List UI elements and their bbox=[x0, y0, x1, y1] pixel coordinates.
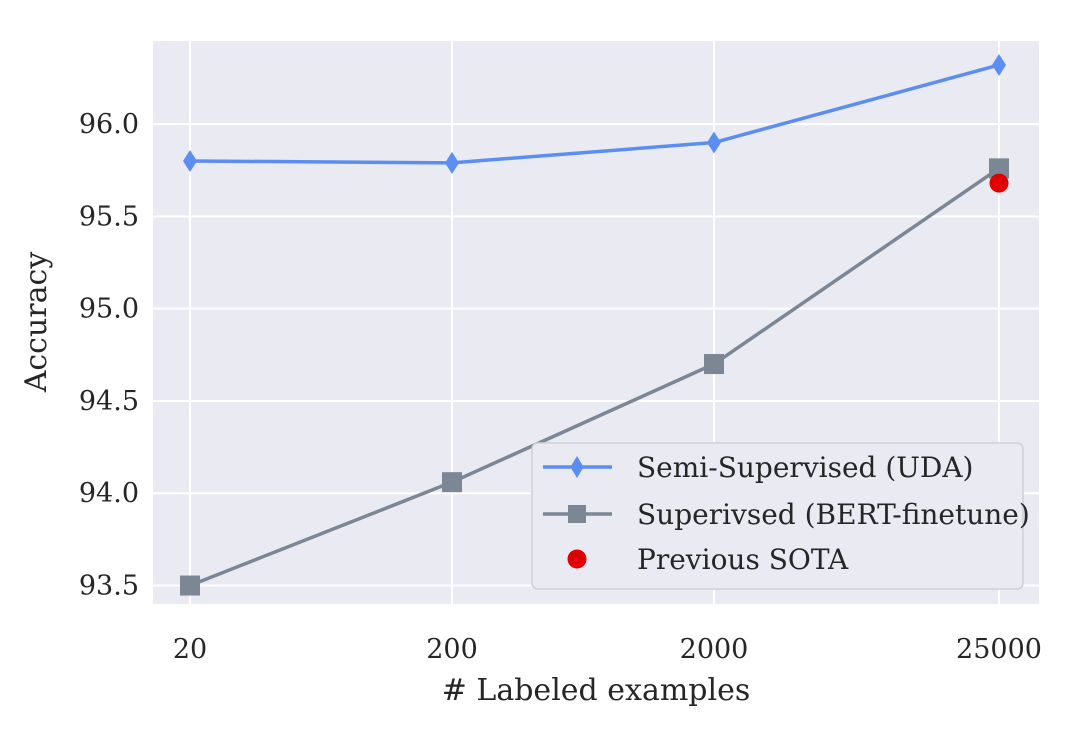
y-axis-label: Accuracy bbox=[19, 252, 54, 394]
x-tick-label: 200 bbox=[426, 634, 478, 665]
legend-entry: Previous SOTA bbox=[567, 543, 849, 576]
data-point bbox=[180, 575, 200, 596]
y-tick-labels: 93.5 94.0 94.5 95.0 95.5 96.0 bbox=[79, 109, 139, 601]
points-layer bbox=[989, 173, 1009, 193]
y-tick-label: 93.5 bbox=[79, 571, 139, 602]
y-tick-label: 94.0 bbox=[79, 478, 139, 509]
legend-label: Previous SOTA bbox=[637, 543, 849, 576]
data-point bbox=[445, 151, 459, 174]
y-tick-label: 96.0 bbox=[79, 109, 139, 140]
series-line bbox=[189, 166, 1000, 588]
legend-label: Superivsed (BERT-finetune) bbox=[637, 498, 1030, 531]
y-tick-label: 94.5 bbox=[79, 386, 139, 417]
legend-entry: Semi-Supervised (UDA) bbox=[543, 451, 973, 484]
data-point bbox=[989, 158, 1009, 179]
x-tick-label: 2000 bbox=[680, 634, 749, 665]
x-tick-label: 20 bbox=[173, 634, 207, 665]
legend-box bbox=[531, 442, 1024, 590]
data-point bbox=[442, 472, 462, 493]
data-point bbox=[992, 53, 1006, 76]
legend: Semi-Supervised (UDA) Superivsed (BERT-fi… bbox=[531, 442, 1030, 590]
y-tick-label: 95.5 bbox=[79, 201, 139, 232]
series-supervised bbox=[180, 158, 1009, 596]
x-tick-labels: 20 200 2000 25000 bbox=[173, 634, 1042, 665]
y-tick-label: 95.0 bbox=[79, 294, 139, 325]
data-point bbox=[704, 354, 724, 375]
data-point bbox=[183, 149, 197, 172]
series-layer bbox=[180, 53, 1009, 596]
legend-label: Semi-Supervised (UDA) bbox=[637, 451, 973, 484]
series-line bbox=[189, 63, 1000, 165]
legend-marker bbox=[568, 505, 586, 523]
x-tick-label: 25000 bbox=[956, 634, 1042, 665]
legend-entry: Superivsed (BERT-finetune) bbox=[543, 498, 1030, 531]
series-semi-supervised bbox=[183, 53, 1006, 174]
x-axis-label: # Labeled examples bbox=[442, 673, 750, 708]
data-point bbox=[707, 131, 721, 154]
legend-marker bbox=[570, 456, 584, 478]
legend-marker bbox=[567, 549, 587, 569]
previous-sota-point bbox=[989, 173, 1009, 193]
